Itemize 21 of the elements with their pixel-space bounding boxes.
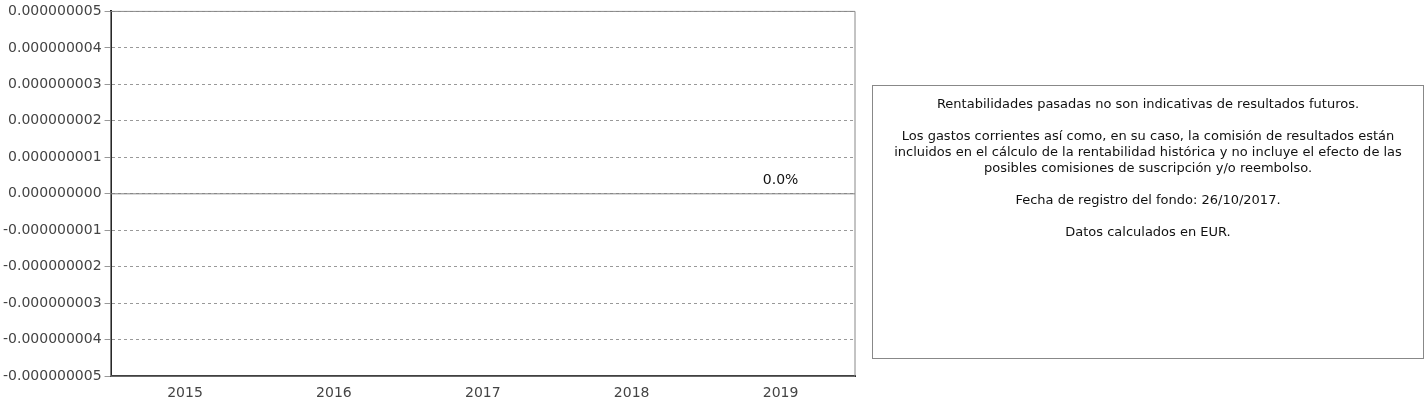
y-tick-label: -0.000000004 — [3, 330, 102, 347]
text: Datos calculados en EUR. — [1064, 224, 1232, 240]
text: Rentabilidades pasadas no son indicativas de resultados futuros. — [935, 96, 1361, 112]
y-tick-label: 0.000000003 — [8, 75, 102, 91]
y-tick-label: 0.000000002 — [8, 111, 102, 128]
text: Los gastos corrientes así como, en su caso, la comisión de resultados están incluidos en el cálculo de la rentabilidad histórica y no incluye el efecto de las posibles comisiones de suscripción y/o reembolso. — [893, 128, 1403, 176]
x-tick-label: 2017 — [464, 384, 501, 401]
y-tick-label: -0.000000001 — [3, 220, 102, 237]
data-label: 0.0% — [762, 171, 799, 188]
x-tick-label: 2015 — [167, 384, 203, 401]
y-tick-label: 0.000000004 — [8, 38, 102, 55]
y-tick-label: 0.000000001 — [8, 147, 102, 164]
y-tick-label: -0.000000005 — [3, 366, 102, 383]
x-tick-label: 2019 — [762, 384, 799, 401]
text: Fecha de registro del fondo: 26/10/2017. — [1014, 192, 1282, 208]
y-tick-label: 0.000000000 — [8, 184, 102, 201]
y-tick-label: -0.000000003 — [3, 293, 102, 310]
y-tick-label: 0.000000005 — [8, 2, 102, 19]
y-tick-label: -0.000000002 — [3, 257, 102, 274]
x-tick-label: 2016 — [316, 384, 352, 401]
x-tick-label: 2018 — [613, 384, 650, 401]
